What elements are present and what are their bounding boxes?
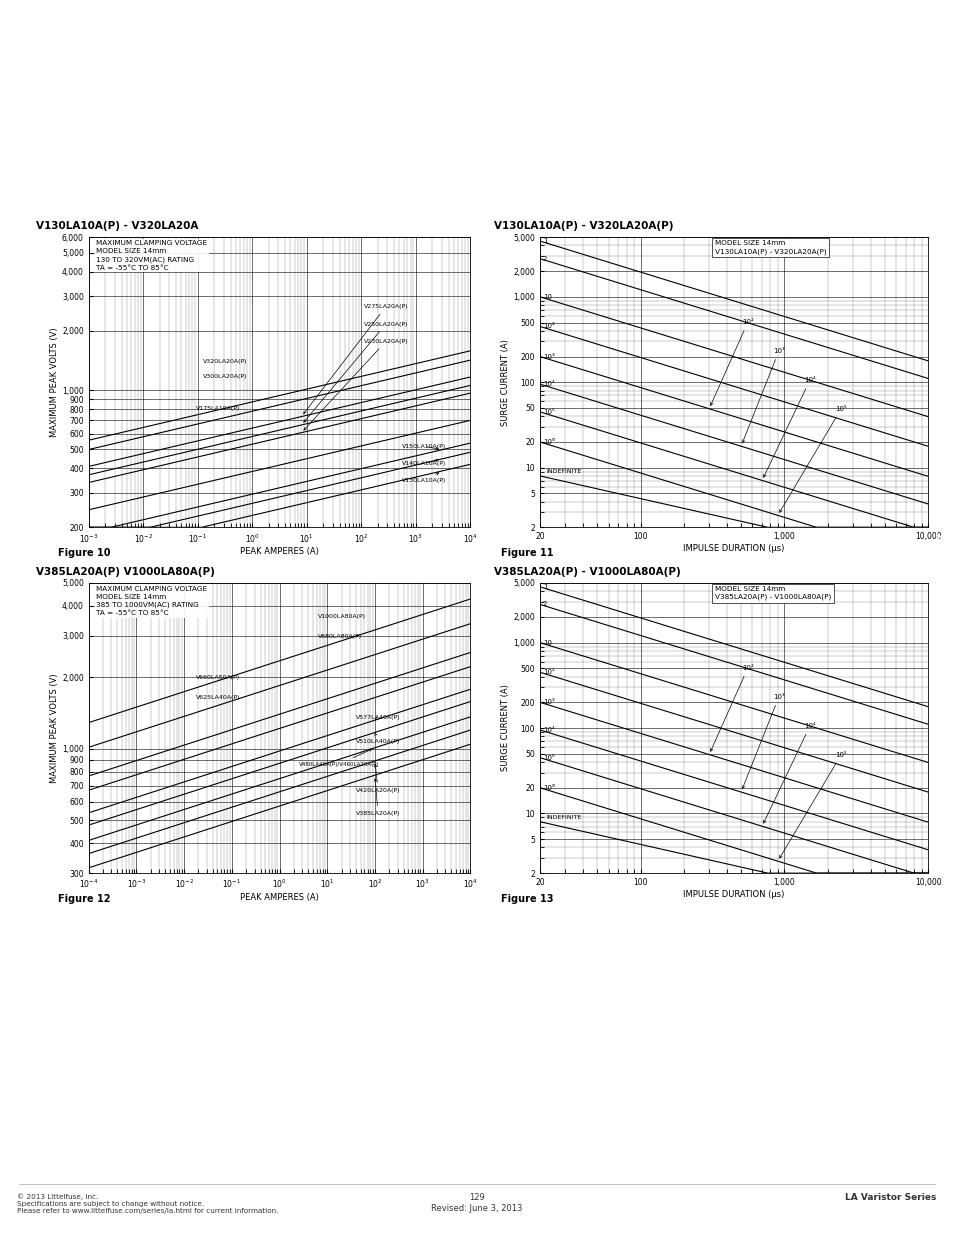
Text: © 2013 Littelfuse, Inc.
Specifications are subject to change without notice.
Ple: © 2013 Littelfuse, Inc. Specifications a… xyxy=(17,1193,278,1214)
Text: Radial Lead Varistors > LA Series: Radial Lead Varistors > LA Series xyxy=(17,58,248,72)
Text: V480LA40A(P)/V460LA20A(P): V480LA40A(P)/V460LA20A(P) xyxy=(298,750,379,767)
Text: V420LA20A(P): V420LA20A(P) xyxy=(355,764,400,793)
X-axis label: IMPULSE DURATION (μs): IMPULSE DURATION (μs) xyxy=(682,889,784,899)
Text: V175LA10A(P): V175LA10A(P) xyxy=(195,406,239,411)
Text: 10⁵: 10⁵ xyxy=(779,752,846,858)
Text: 2: 2 xyxy=(542,601,547,608)
Text: V250LA20A(P): V250LA20A(P) xyxy=(303,321,408,422)
Text: MODEL SIZE 14mm
V130LA10A(P) - V320LA20A(P): MODEL SIZE 14mm V130LA10A(P) - V320LA20A… xyxy=(714,240,825,254)
Text: Figure 11: Figure 11 xyxy=(500,548,553,558)
Text: 10³: 10³ xyxy=(741,348,784,443)
Text: Repetitive Surge Capability for 14mm Parts: Repetitive Surge Capability for 14mm Par… xyxy=(498,189,771,199)
Y-axis label: MAXIMUM PEAK VOLTS (V): MAXIMUM PEAK VOLTS (V) xyxy=(51,673,59,783)
Text: V385LA20A(P): V385LA20A(P) xyxy=(355,779,400,816)
Text: 1: 1 xyxy=(542,238,547,245)
Text: 10⁶: 10⁶ xyxy=(542,784,555,790)
Text: 2: 2 xyxy=(542,256,547,262)
Text: LA Series: LA Series xyxy=(932,526,943,584)
Text: V320LA20A(P): V320LA20A(P) xyxy=(203,359,248,364)
Text: Maximum Clamping Voltage for 14mm Parts: Maximum Clamping Voltage for 14mm Parts xyxy=(41,189,316,199)
Text: 10²: 10² xyxy=(542,669,555,676)
X-axis label: PEAK AMPERES (A): PEAK AMPERES (A) xyxy=(240,893,318,903)
Text: V577LA40A(P): V577LA40A(P) xyxy=(355,715,400,720)
Text: V275LA20A(P): V275LA20A(P) xyxy=(303,304,408,414)
X-axis label: PEAK AMPERES (A): PEAK AMPERES (A) xyxy=(240,547,318,557)
Text: ⚡⚡ Littelfuse®: ⚡⚡ Littelfuse® xyxy=(724,26,860,44)
Text: Figure 13: Figure 13 xyxy=(500,894,553,904)
Y-axis label: SURGE CURRENT (A): SURGE CURRENT (A) xyxy=(501,338,510,426)
Text: 10: 10 xyxy=(542,640,552,646)
Text: V680LA80A(P): V680LA80A(P) xyxy=(317,634,361,638)
Text: 10³: 10³ xyxy=(542,699,555,705)
Text: V300LA20A(P): V300LA20A(P) xyxy=(203,374,248,379)
Text: V130LA10A(P) - V320LA20A(P): V130LA10A(P) - V320LA20A(P) xyxy=(494,221,673,231)
Text: 10²: 10² xyxy=(542,324,555,330)
Text: Pulse Rating Curves (Continued...): Pulse Rating Curves (Continued...) xyxy=(498,154,715,164)
Text: 10⁵: 10⁵ xyxy=(542,755,555,761)
Text: V660LA50A(P): V660LA50A(P) xyxy=(195,674,239,679)
Text: 10³: 10³ xyxy=(542,353,555,359)
Text: INDEFINITE: INDEFINITE xyxy=(545,469,580,474)
Text: MAXIMUM CLAMPING VOLTAGE
MODEL SIZE 14mm
130 TO 320VM(AC) RATING
TA = -55°C TO 8: MAXIMUM CLAMPING VOLTAGE MODEL SIZE 14mm… xyxy=(96,240,207,270)
X-axis label: IMPULSE DURATION (μs): IMPULSE DURATION (μs) xyxy=(682,543,784,553)
Text: V385LA20A(P) - V1000LA80A(P): V385LA20A(P) - V1000LA80A(P) xyxy=(494,567,680,577)
Text: V385LA20A(P) V1000LA80A(P): V385LA20A(P) V1000LA80A(P) xyxy=(36,567,215,577)
Text: 10²: 10² xyxy=(710,319,753,405)
Text: 10: 10 xyxy=(542,294,552,300)
Text: V510LA40A(P): V510LA40A(P) xyxy=(355,732,399,743)
Text: 10⁴: 10⁴ xyxy=(762,377,815,477)
Text: MODEL SIZE 14mm
V385LA20A(P) - V1000LA80A(P): MODEL SIZE 14mm V385LA20A(P) - V1000LA80… xyxy=(714,585,830,600)
Text: 10²: 10² xyxy=(710,664,753,751)
Text: Expertise Applied  |  Answers Delivered: Expertise Applied | Answers Delivered xyxy=(724,63,902,72)
Text: 10⁴: 10⁴ xyxy=(762,722,815,823)
Text: Figure 12: Figure 12 xyxy=(58,894,111,904)
Text: 10³: 10³ xyxy=(741,694,784,789)
Text: V625LA40A(P): V625LA40A(P) xyxy=(195,695,240,700)
Text: 1: 1 xyxy=(542,584,547,590)
Text: V140LA10A(P): V140LA10A(P) xyxy=(401,459,445,466)
Text: INDEFINITE: INDEFINITE xyxy=(545,815,580,820)
Text: 129
Revised: June 3, 2013: 129 Revised: June 3, 2013 xyxy=(431,1193,522,1213)
Text: 10⁵: 10⁵ xyxy=(779,406,846,513)
Text: Varistor Products: Varistor Products xyxy=(17,26,236,46)
Text: 10⁴: 10⁴ xyxy=(542,727,555,732)
Text: Figure 10: Figure 10 xyxy=(58,548,111,558)
Text: V130LA10A(P): V130LA10A(P) xyxy=(401,473,445,483)
Text: V1000LA80A(P): V1000LA80A(P) xyxy=(317,614,365,619)
Text: V150LA10A(P): V150LA10A(P) xyxy=(401,443,445,450)
Text: 10⁶: 10⁶ xyxy=(542,438,555,445)
Y-axis label: MAXIMUM PEAK VOLTS (V): MAXIMUM PEAK VOLTS (V) xyxy=(51,327,59,437)
Text: 10⁴: 10⁴ xyxy=(542,382,555,387)
Text: V230LA20A(P): V230LA20A(P) xyxy=(304,340,408,430)
Text: LA Varistor Series: LA Varistor Series xyxy=(844,1193,936,1203)
Text: V130LA10A(P) - V320LA20A: V130LA10A(P) - V320LA20A xyxy=(36,221,198,231)
Y-axis label: SURGE CURRENT (A): SURGE CURRENT (A) xyxy=(501,684,510,772)
Text: Transient V-I Characteristics Curves (Continued...): Transient V-I Characteristics Curves (Co… xyxy=(41,154,355,164)
Text: 10⁵: 10⁵ xyxy=(542,409,555,415)
Text: MAXIMUM CLAMPING VOLTAGE
MODEL SIZE 14mm
385 TO 1000VM(AC) RATING
TA = -55°C TO : MAXIMUM CLAMPING VOLTAGE MODEL SIZE 14mm… xyxy=(96,585,207,616)
